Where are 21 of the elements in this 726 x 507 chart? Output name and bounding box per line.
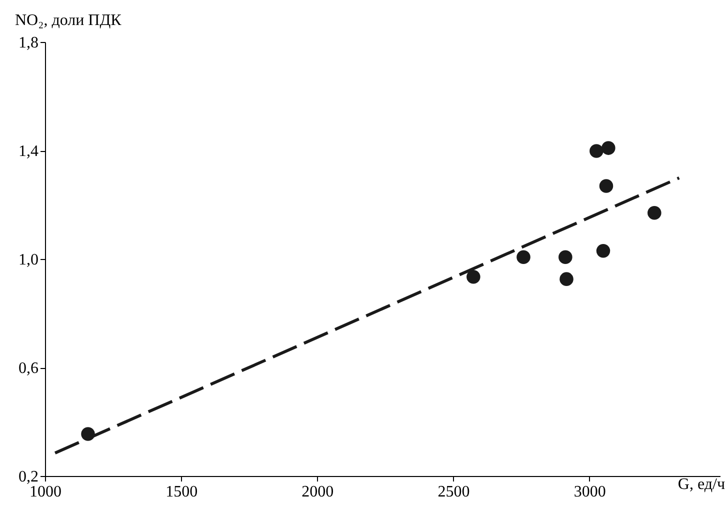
x-tick-label: 2500 bbox=[438, 484, 470, 500]
x-axis-title: G, ед/ч bbox=[678, 476, 725, 493]
y-tick-label: 1,8 bbox=[18, 34, 38, 52]
x-tick-label: 1000 bbox=[30, 484, 62, 500]
point bbox=[590, 144, 604, 158]
y-tick-label: 1,0 bbox=[18, 252, 38, 268]
y-tick-label: 0,6 bbox=[18, 360, 38, 377]
y-tick-label: 1,4 bbox=[18, 143, 38, 160]
point bbox=[599, 179, 614, 193]
point bbox=[602, 141, 616, 155]
x-tick-label: 3000 bbox=[574, 484, 606, 500]
y-axis-title: NO₂, доли ПДК bbox=[15, 12, 122, 29]
x-tick-label: 1500 bbox=[166, 484, 198, 500]
point bbox=[648, 206, 662, 220]
point bbox=[516, 250, 530, 264]
point bbox=[466, 270, 480, 284]
point bbox=[596, 244, 610, 258]
y-tick-label: 0,2 bbox=[18, 468, 38, 486]
point bbox=[558, 250, 572, 264]
point bbox=[560, 272, 574, 286]
x-tick-label: 2000 bbox=[302, 484, 334, 500]
